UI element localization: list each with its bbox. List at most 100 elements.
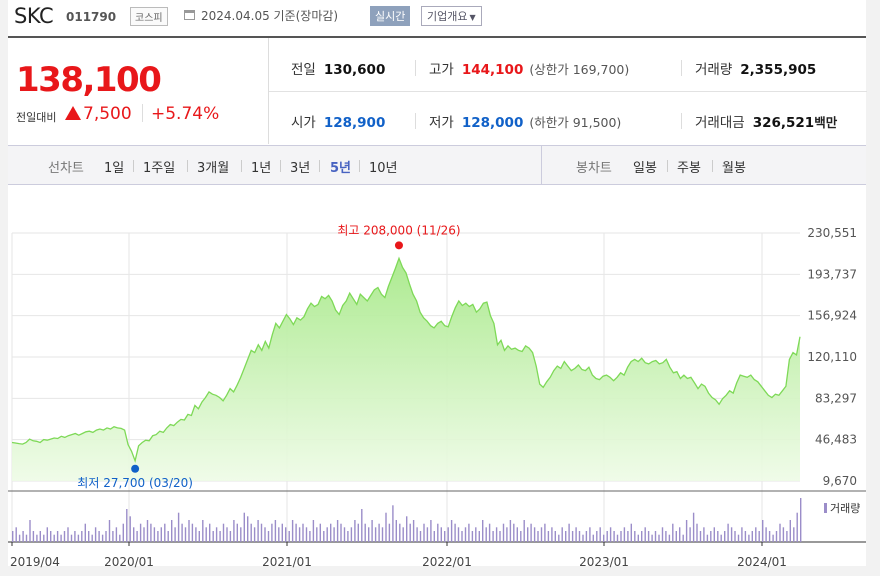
- diff-value: 7,500: [83, 104, 132, 124]
- volume-bar: [523, 520, 525, 542]
- volume-bar: [316, 527, 318, 542]
- volume-bar: [527, 527, 529, 542]
- volume-bar: [755, 527, 757, 542]
- volume-bar: [713, 527, 715, 542]
- volume-bar: [129, 516, 131, 542]
- realtime-button[interactable]: 실시간: [370, 6, 411, 26]
- x-axis-labels: 2019/04 2020/01 2021/01 2022/01 2023/01 2024/…: [10, 542, 787, 569]
- tab-weekly[interactable]: 주봉: [677, 161, 701, 176]
- volume-bar: [347, 531, 349, 542]
- prev-close-label: 전일: [291, 62, 316, 78]
- x-tick-label: 2021/01: [262, 555, 312, 569]
- volume-bar: [160, 527, 162, 542]
- volume-bar: [291, 520, 294, 542]
- header-divider: [8, 36, 866, 38]
- tab-3m[interactable]: 3개월: [197, 161, 230, 176]
- volume-bar: [641, 531, 643, 542]
- volume-bar: [547, 531, 550, 542]
- x-tick-label: 2022/01: [422, 555, 472, 569]
- volume-bar: [796, 512, 798, 542]
- low-annotation: 최저 27,700 (03/20): [77, 476, 193, 490]
- tab-separator: [359, 160, 360, 172]
- tab-10y[interactable]: 10년: [369, 161, 398, 176]
- volume-bar: [502, 523, 505, 542]
- company-overview-button[interactable]: 기업개요 ▼: [421, 6, 482, 26]
- volume-bar: [15, 527, 17, 542]
- tab-3y[interactable]: 3년: [290, 161, 311, 176]
- volume-bar: [488, 523, 491, 542]
- volume-bar: [737, 534, 740, 542]
- volume-bar: [589, 527, 591, 542]
- volume-bar: [326, 527, 328, 542]
- volume-bar: [146, 520, 149, 542]
- volume-bar: [354, 520, 356, 542]
- volume-bar: [340, 523, 342, 542]
- volume-bar: [184, 527, 187, 542]
- volume-bar: [509, 520, 512, 542]
- volume-bar: [658, 534, 660, 542]
- volume-bar: [751, 531, 753, 542]
- volume-bar: [609, 527, 612, 542]
- volume-bar: [98, 531, 100, 542]
- volume-bar: [454, 523, 456, 542]
- volume-bar: [126, 509, 128, 542]
- volume-bar: [565, 531, 567, 542]
- volume-bar: [430, 520, 432, 542]
- volume-bar: [603, 534, 605, 542]
- volume-bar: [540, 527, 543, 542]
- volume-bar: [350, 527, 353, 542]
- volume-cell: 거래량 2,355,905: [695, 58, 816, 78]
- volume-bar: [371, 520, 373, 542]
- stock-code: 011790: [66, 10, 117, 24]
- x-tick-label: 2023/01: [579, 555, 629, 569]
- volume-bar: [499, 531, 501, 542]
- tab-1w[interactable]: 1주일: [143, 161, 176, 176]
- volume-bar: [222, 523, 225, 542]
- volume-bar: [530, 523, 532, 542]
- volume-bar: [675, 531, 677, 542]
- volume-bar: [188, 520, 190, 542]
- chart-tab-bar: 선차트 1일 1주일 3개월 1년 3년 5년 10년 봉차트 일봉 주봉 월봉: [8, 145, 866, 185]
- volume-bar: [191, 523, 194, 542]
- volume-bar: [336, 520, 339, 542]
- chevron-down-icon: ▼: [469, 13, 476, 22]
- volume-bar: [392, 505, 394, 542]
- volume-bar: [654, 531, 657, 542]
- volume-bar: [388, 523, 391, 542]
- volume-bar: [596, 531, 598, 542]
- volume-legend-label: 거래량: [830, 502, 860, 515]
- volume-bar: [665, 531, 667, 542]
- volume-bar: [226, 527, 228, 542]
- volume-legend: 거래량: [824, 502, 860, 515]
- volume-bar: [153, 527, 156, 542]
- volume-bar: [84, 523, 86, 542]
- volume-bar: [171, 520, 173, 542]
- tab-1y[interactable]: 1년: [251, 161, 272, 176]
- volume-bar: [485, 527, 487, 542]
- volume-bar: [516, 527, 518, 542]
- tab-5y[interactable]: 5년: [330, 161, 352, 176]
- volume-bars: [12, 498, 802, 542]
- volume-bar: [571, 531, 574, 542]
- volume-bar: [554, 531, 556, 542]
- volume-bar: [333, 527, 335, 542]
- tab-monthly[interactable]: 월봉: [722, 161, 746, 176]
- volume-bar: [18, 534, 21, 542]
- volume-bar: [412, 520, 415, 542]
- volume-bar: [260, 523, 263, 542]
- market-badge: 코스피: [130, 7, 168, 26]
- volume-bar: [212, 531, 214, 542]
- volume-bar: [419, 531, 422, 542]
- tab-1d[interactable]: 1일: [104, 161, 125, 176]
- volume-label: 거래량: [695, 62, 733, 78]
- volume-bar: [209, 523, 211, 542]
- volume-bar: [267, 531, 270, 542]
- up-arrow-icon: [65, 106, 81, 120]
- volume-bar: [257, 520, 259, 542]
- open-label: 시가: [291, 115, 316, 131]
- volume-bar: [558, 534, 560, 542]
- tab-daily[interactable]: 일봉: [633, 161, 657, 176]
- low-value: 128,000: [461, 115, 524, 131]
- current-price: 138,100: [16, 60, 162, 100]
- volume-bar: [585, 531, 588, 542]
